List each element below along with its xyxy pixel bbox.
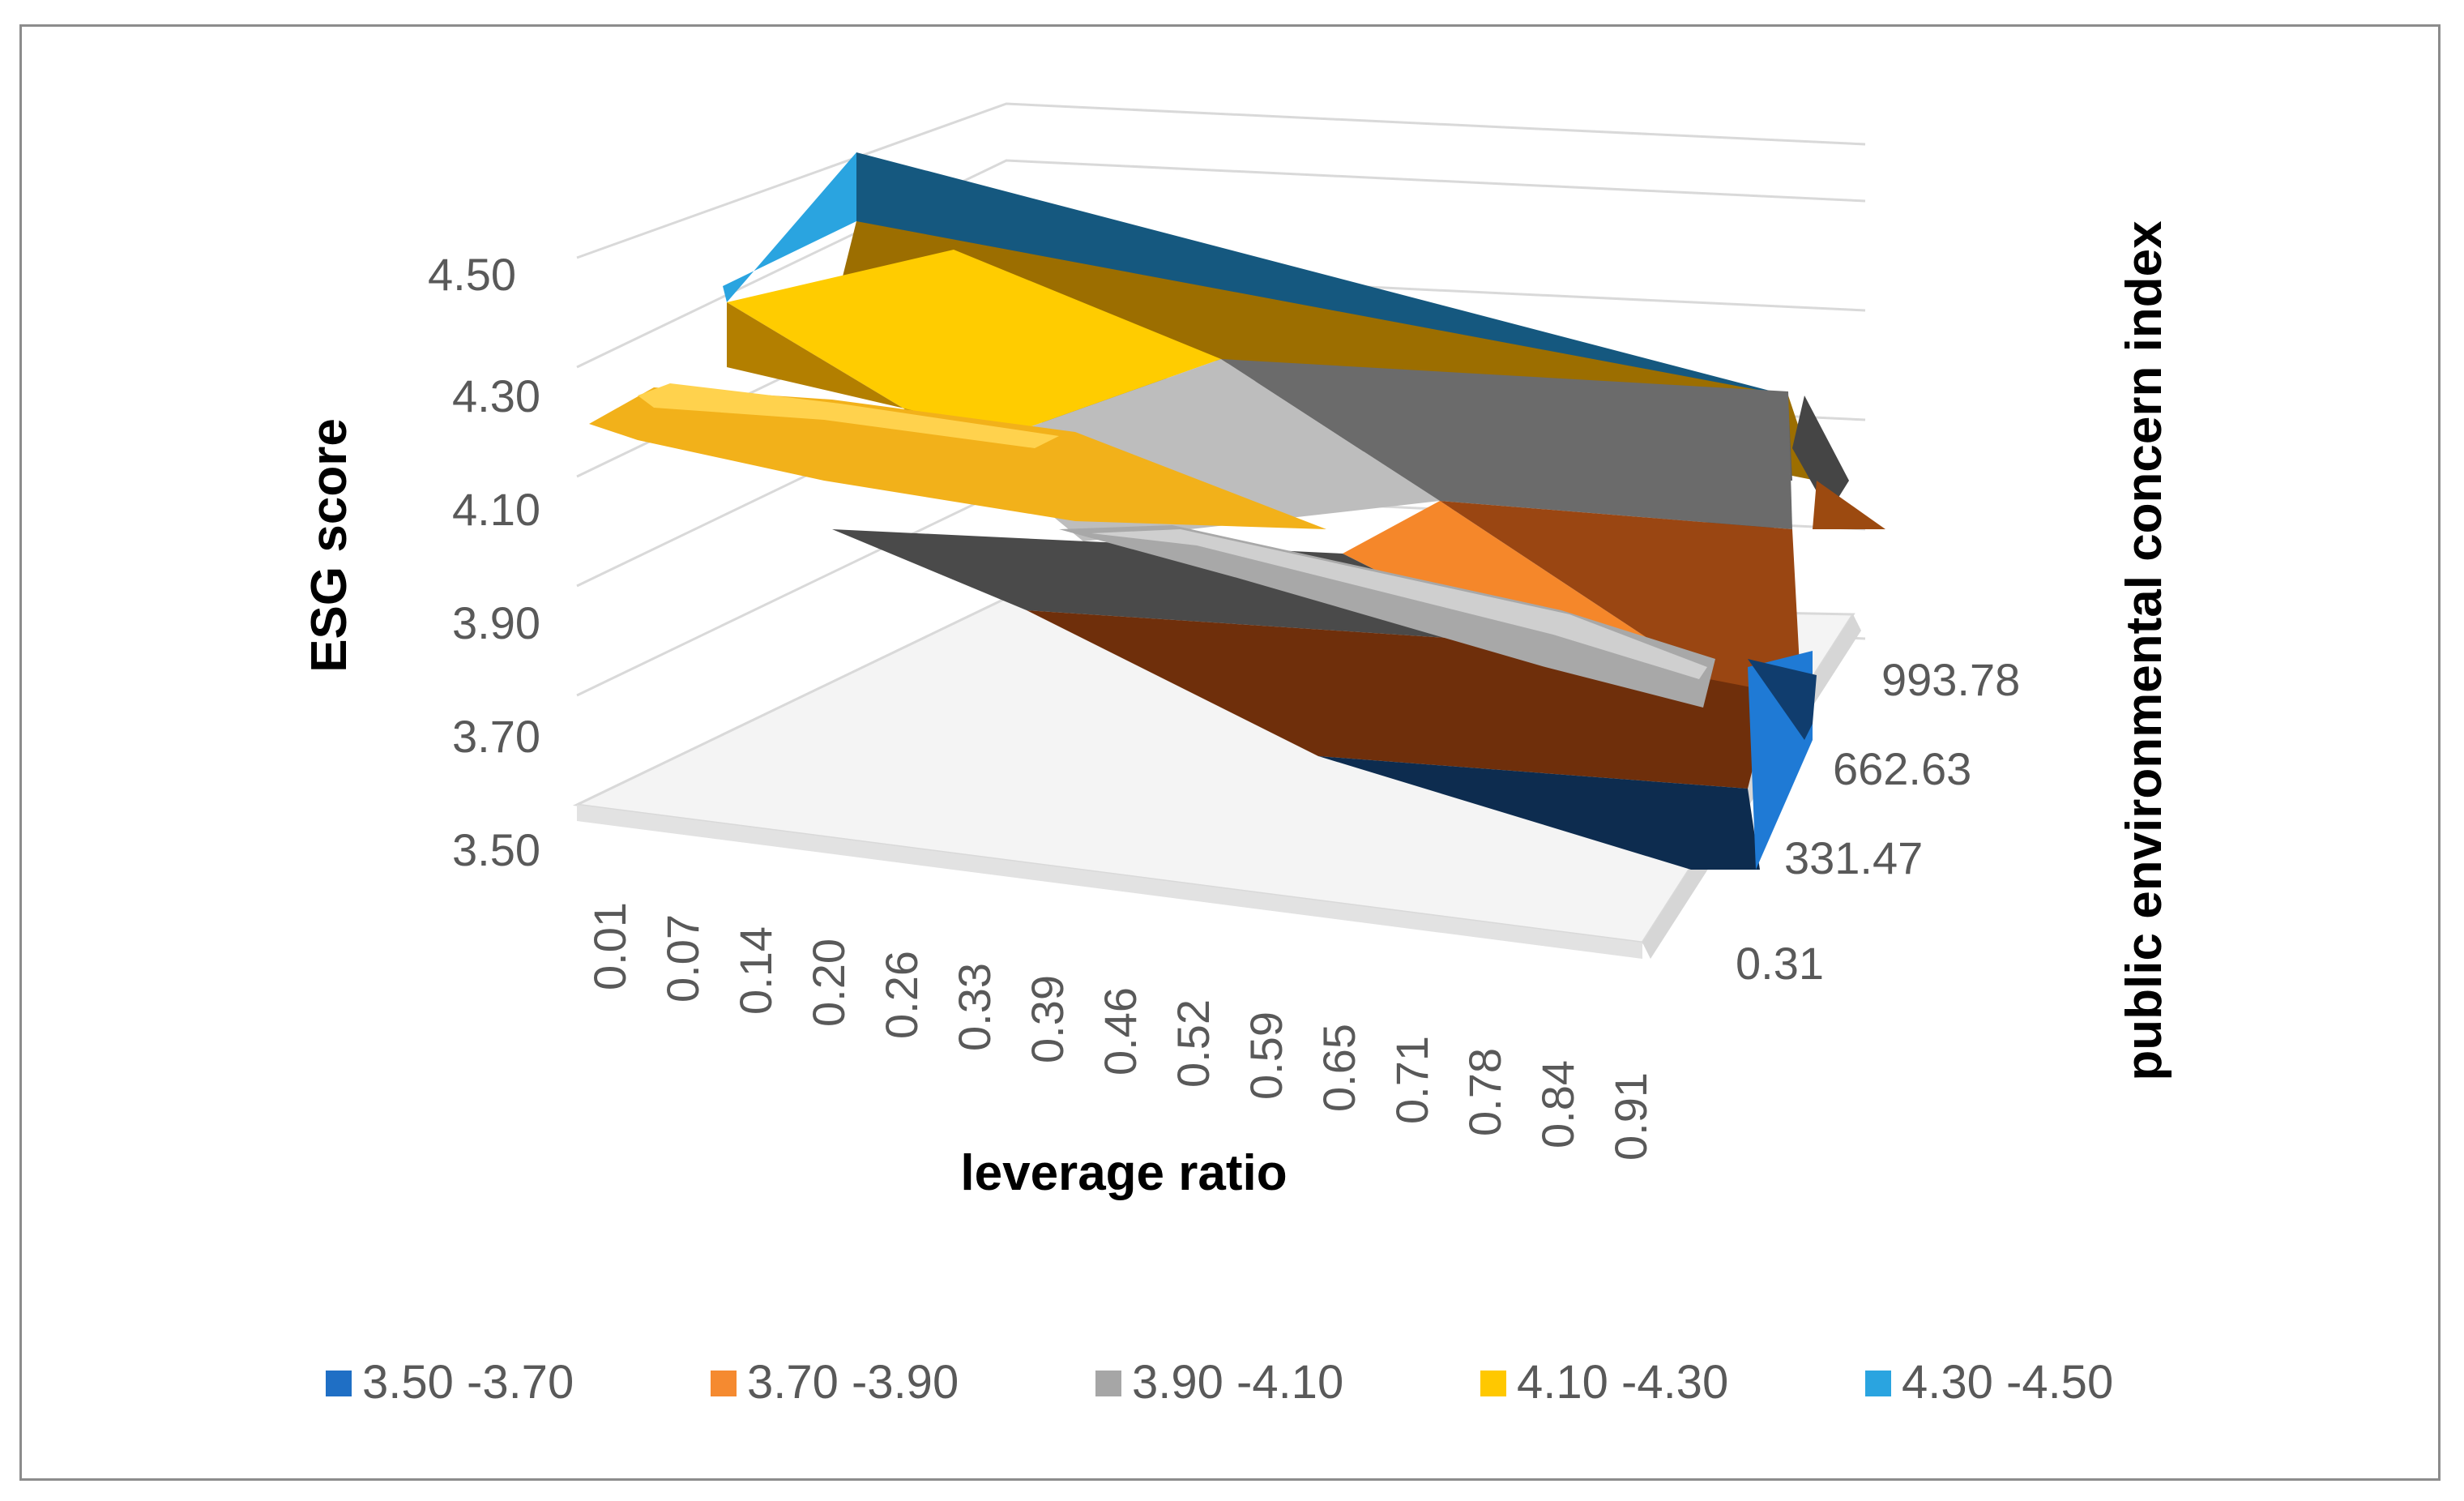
x-tick: 0.71 <box>1386 1036 1437 1124</box>
depth-tick: 662.63 <box>1833 743 1971 794</box>
facet-right-edge-brown <box>1813 481 1885 529</box>
gridline-4.50 <box>576 102 1866 259</box>
depth-axis-title: public environmental concern index <box>2116 220 2172 1081</box>
x-axis-ticks: 0.01 0.07 0.14 0.20 0.26 0.33 0.39 0.46 … <box>584 902 1656 1161</box>
chart-frame: 3.50 3.70 3.90 4.10 4.30 4.50 0.01 0.07 … <box>19 24 2441 1481</box>
facet-orange-top <box>1343 501 1667 651</box>
y-tick: 4.30 <box>452 370 540 421</box>
ribbon-gray <box>1059 525 1715 708</box>
facet-darkgray <box>832 529 1521 643</box>
x-tick: 0.65 <box>1313 1024 1364 1112</box>
x-tick: 0.52 <box>1168 999 1219 1088</box>
legend-label: 3.50 -3.70 <box>362 1356 574 1409</box>
x-tick: 0.14 <box>730 926 781 1015</box>
legend-item: 3.70 -3.90 <box>711 1356 959 1409</box>
x-tick: 0.78 <box>1459 1048 1510 1136</box>
facet-navy-edge <box>1748 659 1817 740</box>
legend-swatch <box>1095 1371 1121 1396</box>
y-tick: 4.10 <box>452 484 540 535</box>
legend-label: 3.90 -4.10 <box>1132 1356 1343 1409</box>
facet-gray-right <box>1221 359 1792 529</box>
legend-item: 4.30 -4.50 <box>1865 1356 2113 1409</box>
x-axis-title: leverage ratio <box>960 1145 1287 1201</box>
x-tick: 0.20 <box>803 939 854 1027</box>
legend-label: 3.70 -3.90 <box>747 1356 959 1409</box>
y-axis-title: ESG score <box>301 418 357 673</box>
facet-lightblue <box>723 152 856 302</box>
x-tick: 0.39 <box>1022 975 1073 1063</box>
legend-label: 4.10 -4.30 <box>1517 1356 1728 1409</box>
x-tick: 0.59 <box>1241 1011 1292 1100</box>
depth-axis-ticks: 0.31 331.47 662.63 993.78 <box>1736 654 2020 989</box>
surface-chart: 3.50 3.70 3.90 4.10 4.30 4.50 0.01 0.07 … <box>301 102 2172 1409</box>
legend-swatch <box>711 1371 737 1396</box>
legend-swatch <box>326 1371 352 1396</box>
facet-brown-right <box>1440 501 1804 756</box>
legend-swatch <box>1865 1371 1891 1396</box>
depth-tick: 331.47 <box>1784 832 1923 883</box>
x-tick: 0.01 <box>584 902 635 990</box>
x-tick: 0.84 <box>1532 1060 1583 1148</box>
facet-yellow-top <box>727 250 1221 448</box>
legend-item: 3.50 -3.70 <box>326 1356 574 1409</box>
x-tick: 0.26 <box>876 951 927 1039</box>
legend-item: 4.10 -4.30 <box>1480 1356 1728 1409</box>
y-tick: 3.70 <box>452 711 540 762</box>
x-tick: 0.07 <box>657 914 708 1003</box>
surface-plot <box>589 152 1885 870</box>
facet-right-edge-dark <box>1792 396 1849 513</box>
x-tick: 0.91 <box>1605 1072 1656 1161</box>
gridline-4.30 <box>576 159 1866 369</box>
y-tick: 3.90 <box>452 597 540 648</box>
facet-brown-lower <box>1027 610 1772 789</box>
facet-navy <box>1318 756 1760 870</box>
x-tick: 0.46 <box>1095 987 1146 1076</box>
ribbon-yellow <box>589 387 1326 529</box>
facet-gold-left <box>727 302 1075 448</box>
y-axis-ticks: 3.50 3.70 3.90 4.10 4.30 4.50 <box>428 249 540 875</box>
y-tick: 4.50 <box>428 249 516 300</box>
legend-swatch <box>1480 1371 1506 1396</box>
x-tick: 0.33 <box>949 963 1000 1051</box>
ribbon-yellow-highlight <box>638 383 1059 448</box>
legend-item: 3.90 -4.10 <box>1095 1356 1343 1409</box>
legend-label: 4.30 -4.50 <box>1902 1356 2113 1409</box>
legend: 3.50 -3.70 3.70 -3.90 3.90 -4.10 4.10 -4… <box>326 1356 2113 1409</box>
depth-tick: 0.31 <box>1736 938 1824 989</box>
y-tick: 3.50 <box>452 824 540 875</box>
depth-tick: 993.78 <box>1881 654 2020 705</box>
